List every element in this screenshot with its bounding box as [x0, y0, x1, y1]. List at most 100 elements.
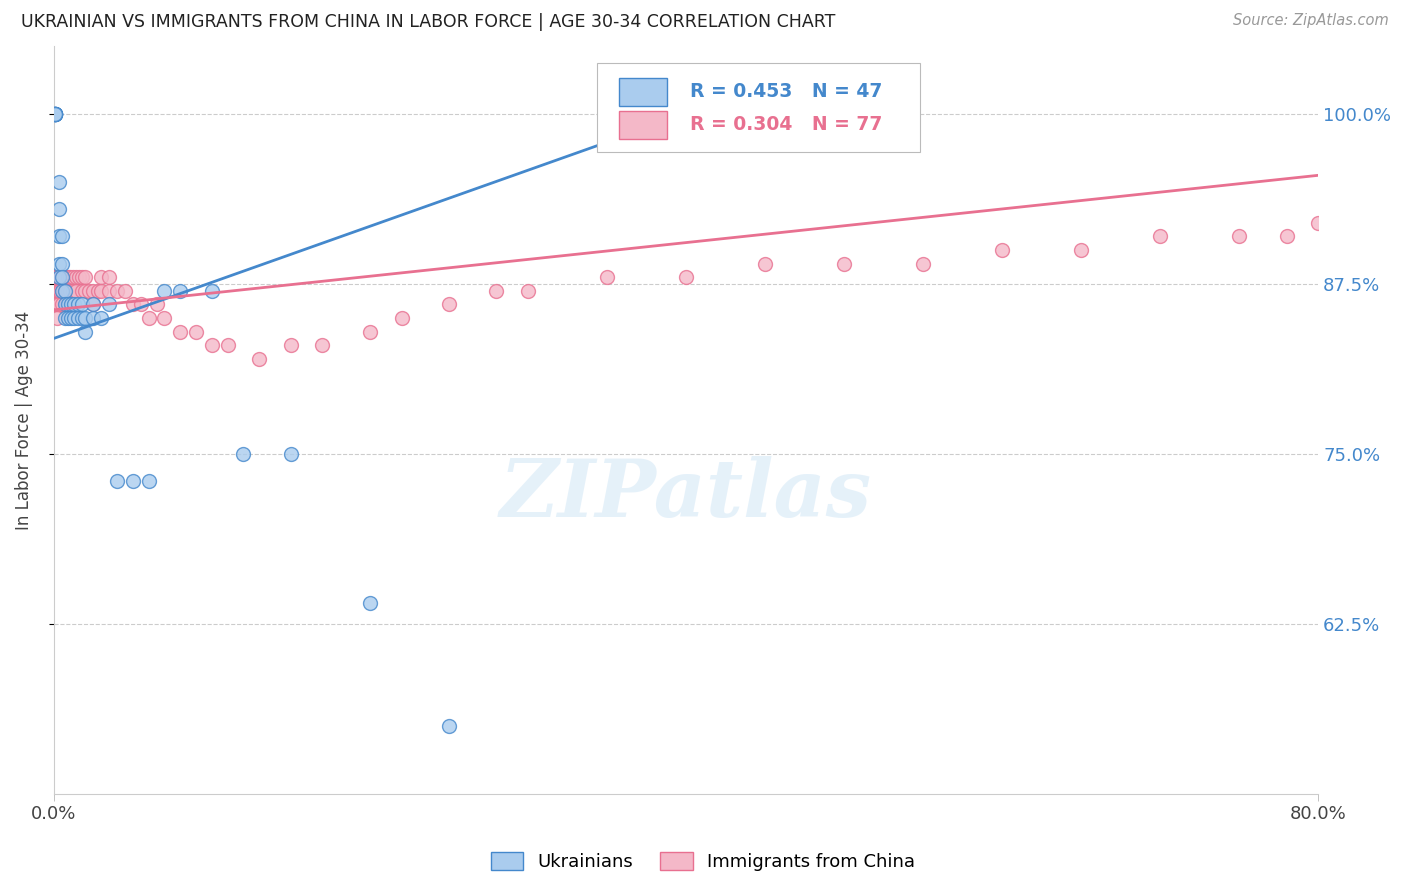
Point	[48, 175, 70, 189]
Point	[56, 284, 79, 298]
Point	[51, 257, 73, 271]
Point	[48, 270, 70, 285]
Point	[48, 202, 70, 217]
Point	[437, 719, 460, 733]
Point	[98, 297, 121, 311]
Point	[53, 284, 76, 298]
Point	[51, 270, 73, 285]
Point	[56, 297, 79, 311]
Point	[49, 284, 72, 298]
Point	[129, 297, 152, 311]
Point	[232, 447, 254, 461]
Point	[90, 270, 112, 285]
Point	[153, 284, 176, 298]
Point	[65, 284, 87, 298]
Point	[44, 107, 66, 121]
Point	[75, 325, 97, 339]
Point	[59, 270, 82, 285]
Point	[72, 284, 94, 298]
Point	[90, 311, 112, 326]
Legend: Ukrainians, Immigrants from China: Ukrainians, Immigrants from China	[484, 845, 922, 879]
Point	[72, 311, 94, 326]
Point	[82, 311, 104, 326]
Point	[46, 270, 69, 285]
Point	[55, 284, 77, 298]
Point	[49, 270, 72, 285]
Point	[359, 325, 381, 339]
Point	[48, 297, 70, 311]
FancyBboxPatch shape	[619, 78, 666, 106]
Point	[52, 284, 75, 298]
Point	[66, 297, 89, 311]
Point	[675, 270, 697, 285]
Point	[44, 284, 66, 298]
Point	[67, 270, 90, 285]
Point	[201, 284, 224, 298]
Point	[46, 284, 69, 298]
Point	[51, 284, 73, 298]
Point	[53, 284, 76, 298]
Text: ZIPatlas: ZIPatlas	[501, 456, 872, 533]
Point	[63, 311, 86, 326]
Point	[53, 297, 76, 311]
Point	[98, 270, 121, 285]
Point	[48, 270, 70, 285]
Point	[1149, 229, 1171, 244]
Text: UKRAINIAN VS IMMIGRANTS FROM CHINA IN LABOR FORCE | AGE 30-34 CORRELATION CHART: UKRAINIAN VS IMMIGRANTS FROM CHINA IN LA…	[21, 13, 835, 31]
Point	[53, 270, 76, 285]
Point	[82, 297, 104, 311]
Point	[52, 270, 75, 285]
Point	[72, 270, 94, 285]
Point	[991, 243, 1014, 257]
Point	[44, 297, 66, 311]
Point	[596, 270, 619, 285]
Point	[121, 474, 143, 488]
Point	[1308, 216, 1330, 230]
Point	[56, 311, 79, 326]
Point	[754, 257, 776, 271]
Point	[44, 284, 66, 298]
Point	[138, 311, 160, 326]
Point	[60, 311, 83, 326]
Point	[437, 297, 460, 311]
Point	[59, 284, 82, 298]
Point	[44, 107, 66, 121]
Point	[153, 311, 176, 326]
Point	[87, 284, 110, 298]
Point	[391, 311, 413, 326]
Point	[44, 107, 66, 121]
Point	[62, 270, 84, 285]
Point	[62, 284, 84, 298]
Point	[44, 297, 66, 311]
Point	[51, 284, 73, 298]
Point	[169, 284, 191, 298]
Point	[98, 284, 121, 298]
Point	[77, 284, 100, 298]
Point	[51, 229, 73, 244]
Point	[48, 229, 70, 244]
Point	[51, 297, 73, 311]
Point	[169, 325, 191, 339]
Point	[82, 284, 104, 298]
Point	[121, 297, 143, 311]
Point	[66, 311, 89, 326]
Point	[60, 297, 83, 311]
Text: R = 0.304   N = 77: R = 0.304 N = 77	[690, 115, 882, 134]
Point	[48, 257, 70, 271]
Point	[247, 351, 270, 366]
Point	[75, 270, 97, 285]
Point	[44, 107, 66, 121]
Point	[280, 447, 302, 461]
Point	[1070, 243, 1092, 257]
FancyBboxPatch shape	[598, 63, 920, 152]
Point	[1275, 229, 1298, 244]
Point	[311, 338, 333, 352]
Point	[359, 596, 381, 610]
Point	[44, 107, 66, 121]
Point	[1227, 229, 1250, 244]
Point	[75, 284, 97, 298]
Point	[53, 311, 76, 326]
Point	[516, 284, 538, 298]
Point	[72, 297, 94, 311]
Point	[912, 257, 935, 271]
